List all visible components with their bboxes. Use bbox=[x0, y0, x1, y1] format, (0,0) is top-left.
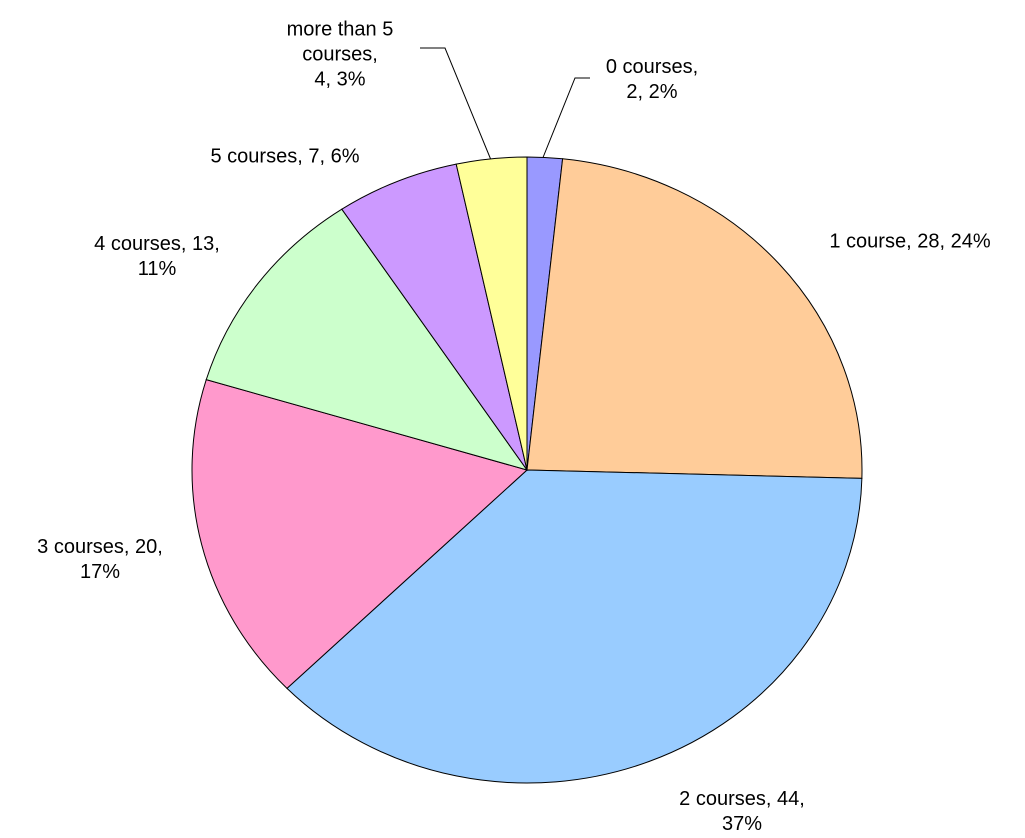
label-part: 2 courses bbox=[679, 788, 766, 810]
label-part: more than 5 courses bbox=[286, 18, 394, 66]
label-part: 13 bbox=[192, 233, 215, 255]
pie-slice bbox=[205, 208, 529, 471]
pie-slice bbox=[526, 158, 863, 479]
label-part: 4 courses bbox=[94, 233, 181, 255]
label-part: 24% bbox=[950, 230, 991, 253]
label-part: 3% bbox=[336, 68, 366, 91]
leader-line bbox=[420, 47, 492, 161]
label-part: 7 bbox=[308, 145, 320, 168]
pie-slice bbox=[341, 163, 528, 471]
data-label: 3 courses, 20, 17% bbox=[37, 536, 163, 583]
data-label: 5 courses, 7, 6% bbox=[210, 145, 360, 168]
label-part: 17% bbox=[79, 561, 121, 583]
data-label: 1 course, 28, 24% bbox=[829, 230, 991, 253]
label-part: 44 bbox=[777, 788, 800, 810]
data-label: more than 5 courses, 4, 3% bbox=[286, 18, 394, 91]
label-part: 11% bbox=[137, 258, 177, 280]
data-label: 0 courses, 2, 2% bbox=[605, 56, 699, 103]
data-label: 4 courses, 13, 11% bbox=[94, 233, 220, 280]
label-part: 28 bbox=[917, 230, 940, 253]
label-part: 20 bbox=[135, 536, 158, 558]
label-part: 4 bbox=[314, 68, 326, 91]
label-part: 37% bbox=[721, 813, 763, 835]
leader-line bbox=[541, 77, 590, 161]
label-part: 0 courses bbox=[605, 56, 693, 78]
pie-slice bbox=[191, 379, 529, 690]
data-label: 2 courses, 44, 37% bbox=[679, 788, 805, 835]
label-part: 3 courses bbox=[37, 536, 124, 558]
pie-slice bbox=[455, 156, 528, 471]
label-part: 5 courses bbox=[210, 145, 298, 168]
pie-slice bbox=[286, 469, 863, 784]
label-part: 6% bbox=[330, 145, 360, 168]
label-part: 1 course bbox=[829, 230, 907, 253]
label-part: 2% bbox=[648, 81, 678, 103]
label-part: 2 bbox=[626, 81, 638, 103]
